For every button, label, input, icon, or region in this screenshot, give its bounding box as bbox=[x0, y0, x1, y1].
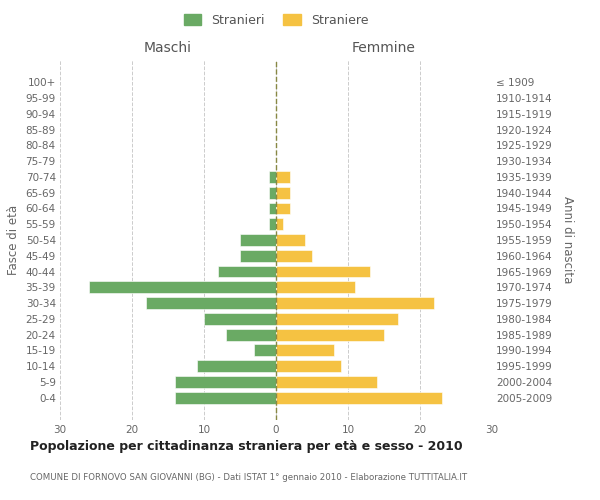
Bar bbox=[276, 187, 290, 198]
Text: COMUNE DI FORNOVO SAN GIOVANNI (BG) - Dati ISTAT 1° gennaio 2010 - Elaborazione : COMUNE DI FORNOVO SAN GIOVANNI (BG) - Da… bbox=[30, 473, 467, 482]
Bar bbox=[276, 234, 305, 246]
Bar bbox=[197, 360, 276, 372]
Bar bbox=[240, 250, 276, 262]
Text: Popolazione per cittadinanza straniera per età e sesso - 2010: Popolazione per cittadinanza straniera p… bbox=[30, 440, 463, 453]
Bar bbox=[276, 392, 442, 404]
Bar bbox=[269, 171, 276, 183]
Bar bbox=[276, 376, 377, 388]
Bar bbox=[276, 360, 341, 372]
Bar bbox=[276, 282, 355, 293]
Bar bbox=[218, 266, 276, 278]
Text: Maschi: Maschi bbox=[144, 42, 192, 56]
Bar bbox=[276, 344, 334, 356]
Bar bbox=[254, 344, 276, 356]
Bar bbox=[175, 392, 276, 404]
Bar bbox=[276, 171, 290, 183]
Bar bbox=[269, 187, 276, 198]
Bar bbox=[269, 202, 276, 214]
Bar bbox=[276, 250, 312, 262]
Y-axis label: Anni di nascita: Anni di nascita bbox=[561, 196, 574, 284]
Bar bbox=[240, 234, 276, 246]
Text: Femmine: Femmine bbox=[352, 42, 416, 56]
Bar bbox=[269, 218, 276, 230]
Bar bbox=[276, 218, 283, 230]
Bar bbox=[226, 328, 276, 340]
Bar bbox=[276, 266, 370, 278]
Bar bbox=[276, 313, 398, 325]
Bar bbox=[276, 297, 434, 309]
Bar bbox=[175, 376, 276, 388]
Bar bbox=[276, 328, 384, 340]
Bar bbox=[146, 297, 276, 309]
Bar bbox=[89, 282, 276, 293]
Bar bbox=[204, 313, 276, 325]
Y-axis label: Fasce di età: Fasce di età bbox=[7, 205, 20, 275]
Legend: Stranieri, Straniere: Stranieri, Straniere bbox=[179, 8, 373, 32]
Bar bbox=[276, 202, 290, 214]
